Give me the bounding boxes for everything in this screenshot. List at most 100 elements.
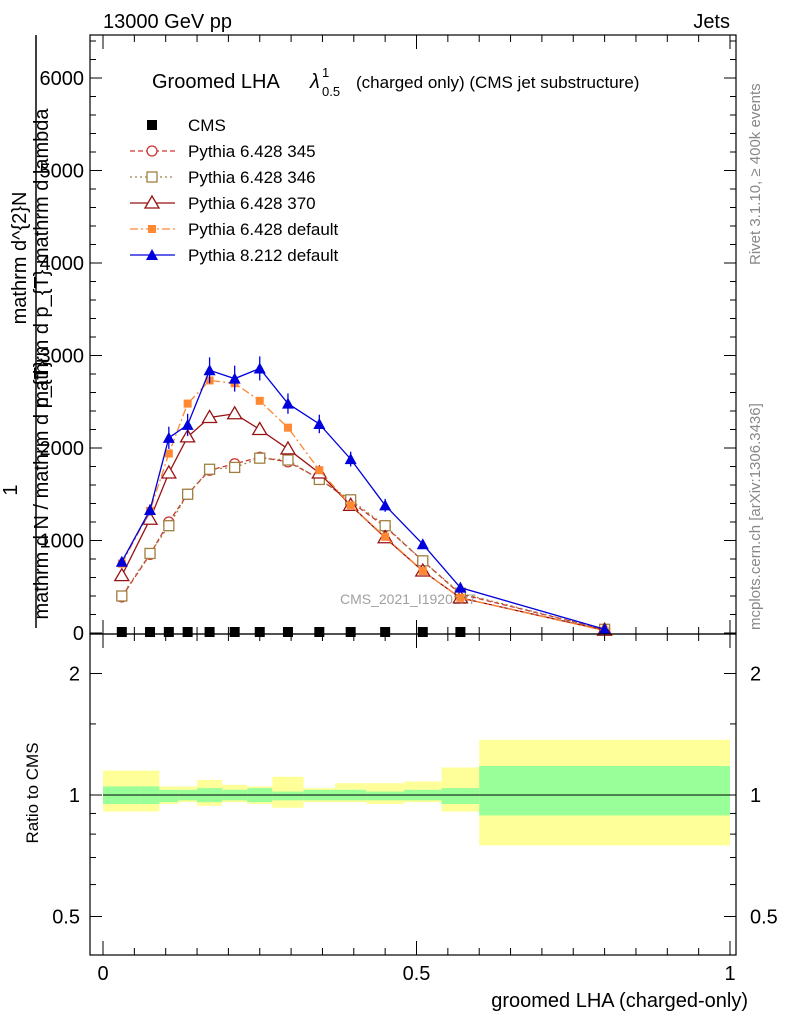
series-point	[379, 499, 392, 511]
series-2	[116, 452, 611, 635]
ratio-y-ticks: 0.5 0.5 1 1 2 2	[52, 664, 778, 929]
series-point	[204, 627, 215, 637]
legend-marker	[143, 194, 161, 209]
series-point	[313, 417, 326, 429]
series-point	[380, 627, 391, 637]
series-point	[456, 593, 465, 602]
series-point	[183, 399, 192, 408]
series-point	[417, 627, 428, 637]
legend-label: Pythia 6.428 345	[188, 142, 316, 161]
series-point	[226, 405, 243, 420]
ratio-band-inner	[441, 788, 480, 804]
series-point	[416, 538, 429, 550]
series-point	[598, 623, 611, 635]
ratio-x-ticks: 0 0.5 1	[97, 634, 736, 985]
title-lambda-sub: 0.5	[322, 84, 340, 99]
series-5	[115, 356, 611, 635]
ratio-band-inner	[272, 791, 304, 801]
main-ytick-label: 4000	[40, 253, 85, 275]
title-suffix: (charged only) (CMS jet substructure)	[356, 73, 639, 92]
legend-label: Pythia 8.212 default	[188, 246, 339, 265]
series-point	[115, 555, 128, 567]
header-energy: 13000 GeV pp	[103, 11, 232, 33]
series-point	[283, 423, 292, 432]
ratio-bands	[103, 739, 730, 846]
legend-label: Pythia 6.428 370	[188, 194, 316, 213]
series-point	[182, 627, 193, 637]
legend-marker	[148, 225, 156, 233]
series-0	[116, 627, 466, 637]
legend-label: Pythia 6.428 default	[188, 220, 339, 239]
legend-marker	[147, 120, 157, 130]
main-ytick-label: 6000	[40, 68, 85, 90]
series-point	[454, 581, 467, 593]
series-point	[314, 627, 325, 637]
main-ytick-label: 2000	[40, 438, 85, 460]
series-point	[228, 372, 241, 384]
main-title: Groomed LHA λ 1 0.5 (charged only) (CMS …	[152, 65, 639, 99]
series-point	[181, 488, 194, 500]
legend-label: Pythia 6.428 346	[188, 168, 316, 187]
series-point	[116, 590, 128, 602]
legend-marker	[146, 145, 158, 157]
title-lambda: λ	[309, 71, 320, 93]
series-point	[162, 431, 175, 443]
legend-marker	[146, 249, 158, 260]
series-line	[121, 379, 605, 632]
series-point	[455, 627, 466, 637]
series-point	[164, 449, 173, 458]
series-line	[121, 367, 605, 630]
x-tick-label: 0	[97, 963, 108, 985]
series-point	[346, 501, 355, 510]
series-point	[254, 627, 265, 637]
legend-marker	[146, 171, 158, 183]
ylabel-denominator: mathrm d p_{T} mathrm d lambda	[31, 108, 53, 408]
ratio-band-inner	[479, 765, 730, 816]
series-point	[203, 364, 216, 376]
series-point	[282, 627, 293, 637]
header-process: Jets	[693, 11, 730, 33]
main-ytick-label: 1000	[40, 531, 85, 553]
series-point	[281, 397, 294, 409]
series-point	[181, 418, 194, 430]
series-point	[203, 463, 216, 475]
series-point	[345, 627, 356, 637]
title-lambda-sup: 1	[322, 65, 329, 80]
ratio-band-inner	[366, 791, 404, 801]
series-point	[229, 627, 240, 637]
main-ylabel: mathrm d^{2}N mathrm d p_{T} mathrm d la…	[0, 35, 53, 628]
series-point	[145, 627, 156, 637]
series-point	[144, 547, 156, 560]
rivet-label: Rivet 3.1.10, ≥ 400k events	[747, 83, 764, 265]
series-point	[315, 466, 324, 475]
series-point	[116, 627, 127, 637]
main-y-ticks: 0 1000 2000 3000 4000 5000 6000	[40, 40, 736, 645]
ratio-ytick-label: 0.5	[52, 907, 80, 929]
series-point	[282, 454, 294, 466]
series-point	[418, 567, 427, 576]
mcplots-label: mcplots.cern.ch [arXiv:1306.3436]	[747, 403, 764, 630]
series-point	[251, 421, 268, 436]
main-plot-frame	[89, 34, 737, 635]
ratio-band-inner	[159, 789, 179, 803]
series-point	[279, 440, 297, 455]
series-point	[144, 503, 157, 515]
ratio-ytick-label: 1	[69, 785, 80, 807]
legend: CMS Pythia 6.428 345 Pythia 6.428 346 Pythi…	[130, 116, 339, 265]
title-prefix: Groomed LHA	[152, 71, 280, 93]
main-ytick-label: 0	[73, 623, 84, 645]
ratio-ytick-label-right: 1	[750, 785, 761, 807]
series-point	[201, 409, 218, 424]
series-line	[121, 413, 605, 631]
series-point	[255, 396, 264, 405]
series-layer	[113, 356, 613, 637]
analysis-watermark: CMS_2021_I1920187	[340, 591, 476, 607]
x-axis-label: groomed LHA (charged-only)	[491, 990, 748, 1012]
ratio-ytick-label: 2	[69, 664, 80, 686]
series-point	[160, 464, 177, 479]
series-point	[381, 532, 390, 541]
ratio-ytick-label-right: 2	[750, 664, 761, 686]
main-ytick-label: 3000	[40, 346, 85, 368]
x-tick-label: 1	[724, 963, 735, 985]
